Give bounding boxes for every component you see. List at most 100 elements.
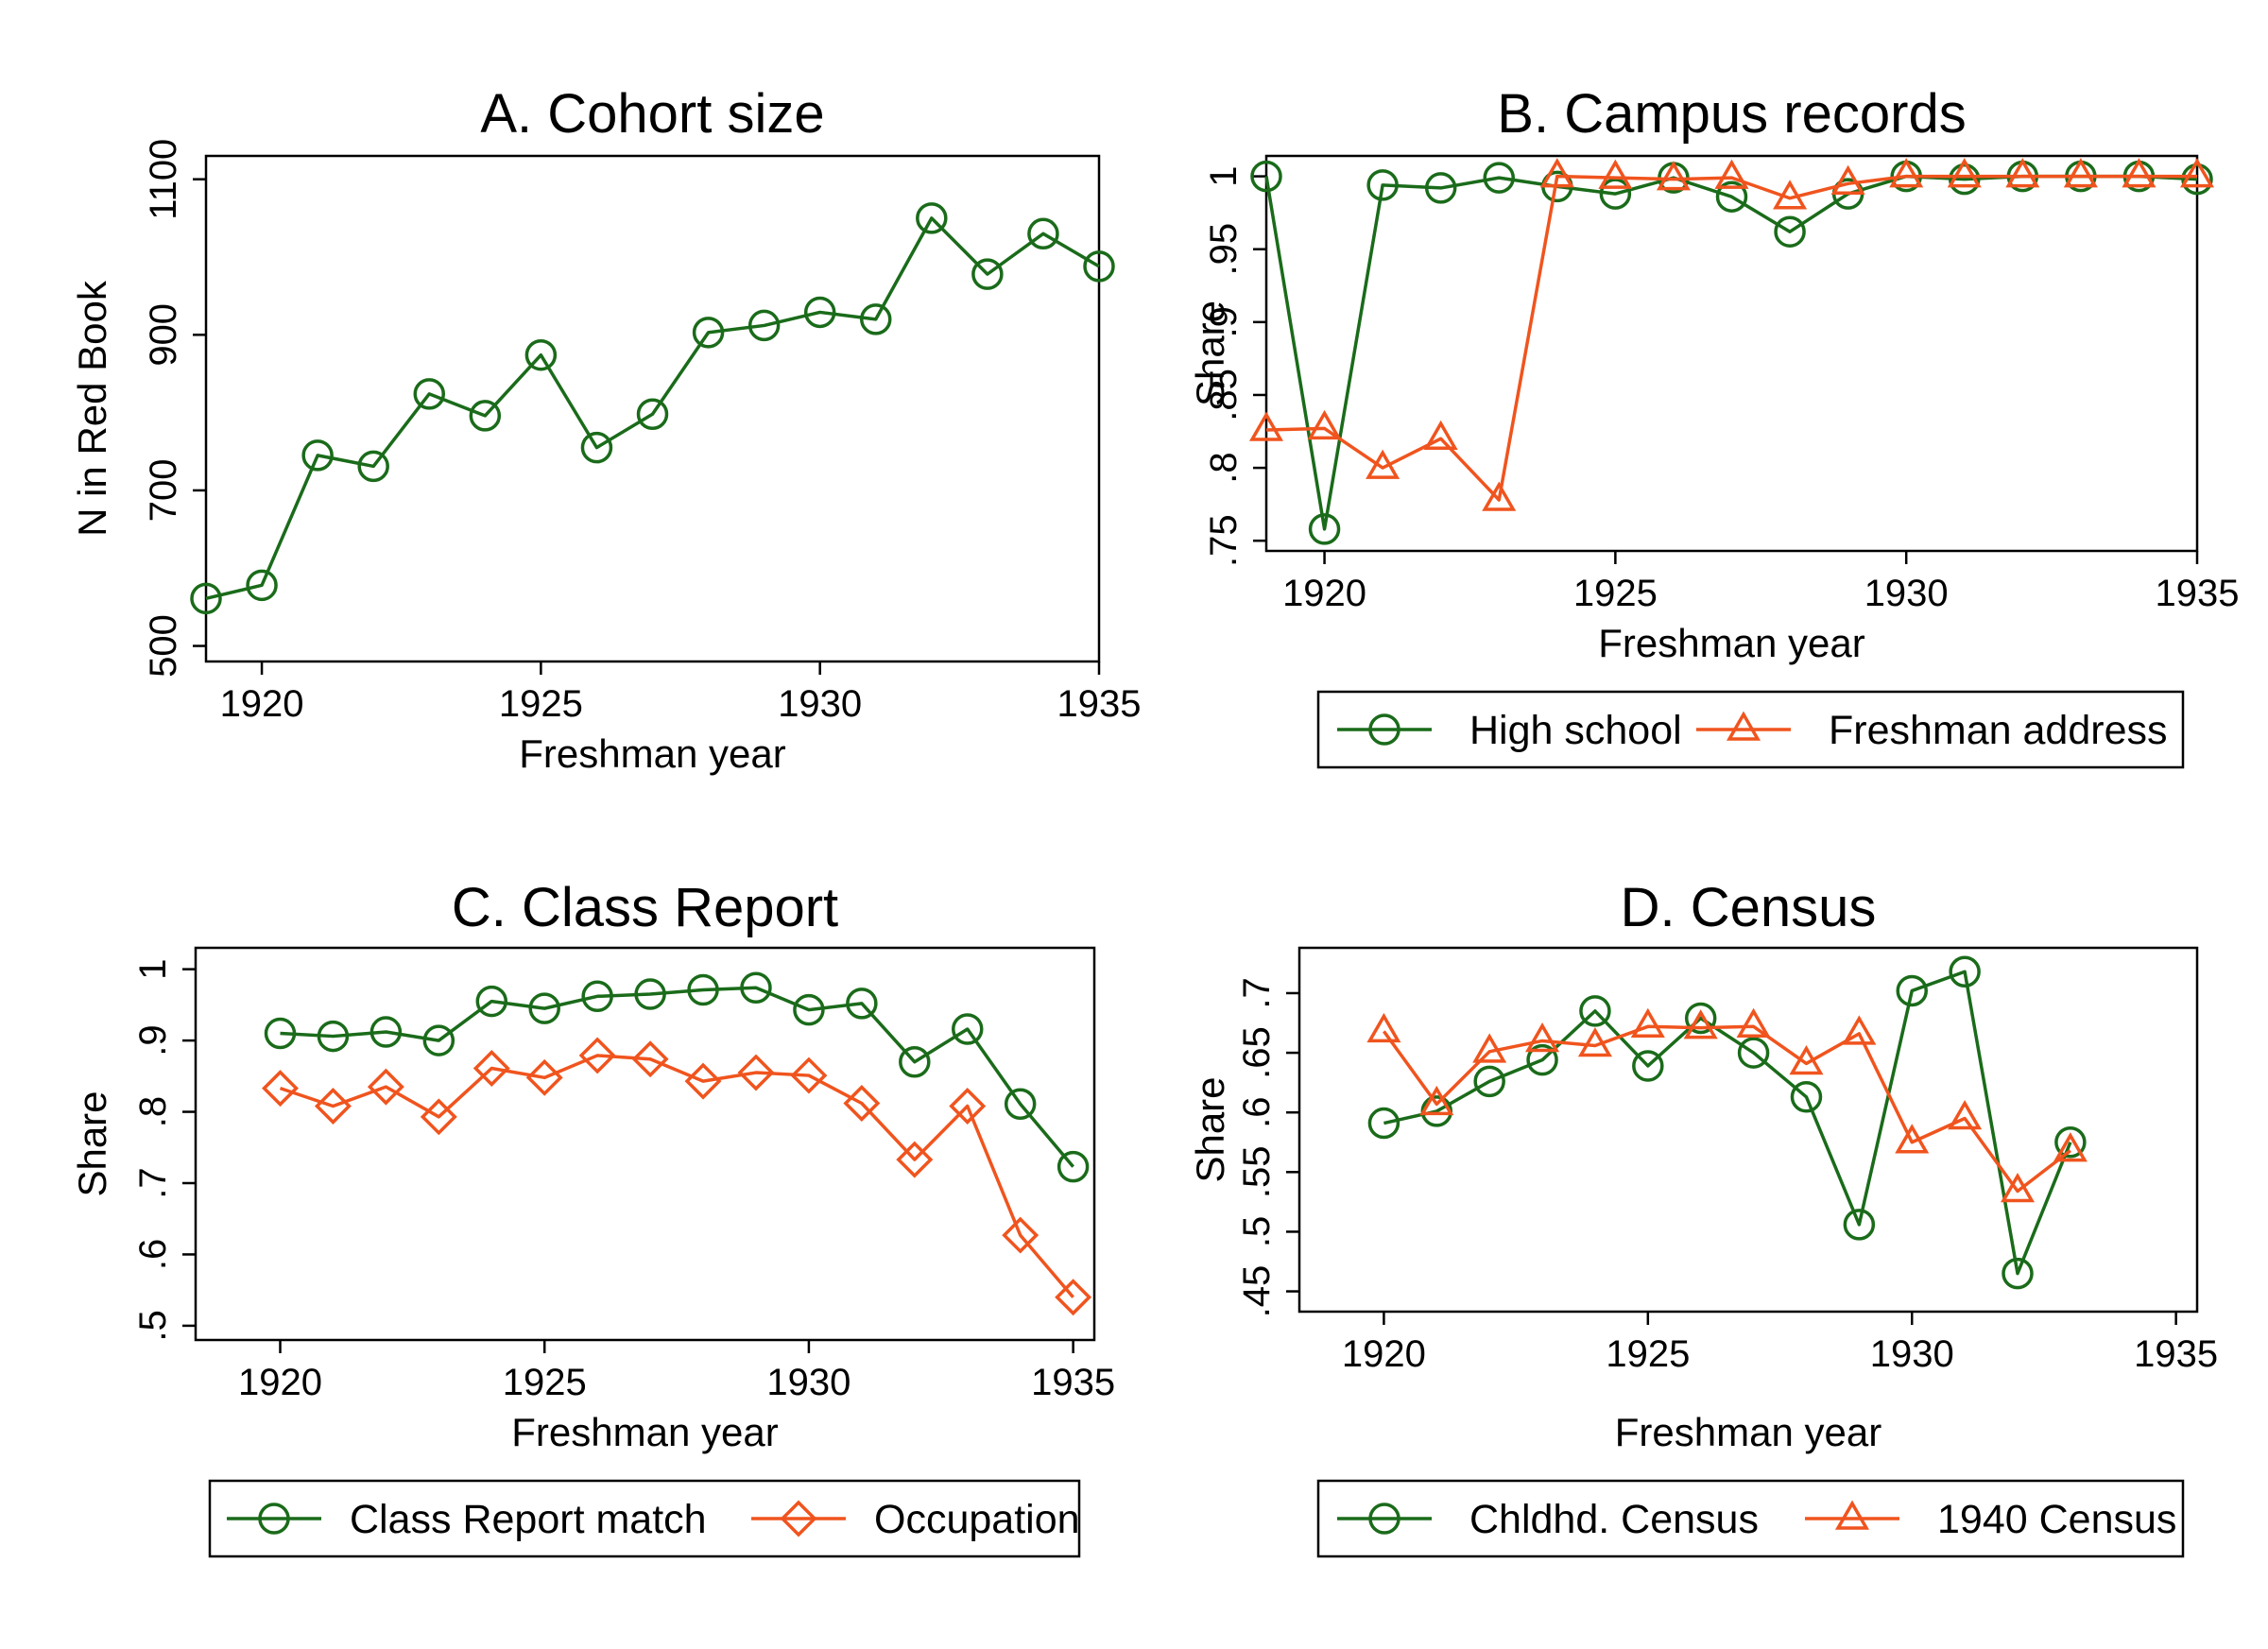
panel-b-data-point [1947, 158, 1982, 188]
panel-d-xlabel: Freshman year [1615, 1410, 1881, 1454]
panel-b-series-2 [1248, 158, 2215, 511]
panel-a-data-point [692, 317, 725, 349]
panel-d-data-point [1419, 1085, 1454, 1116]
panel-a-ytick-label: 900 [143, 303, 184, 367]
panel-a-series-1 [190, 202, 1115, 615]
panel-a-data-point [413, 378, 445, 410]
panel-d-data-point [1737, 1037, 1770, 1069]
panel-d-data-point [1842, 1015, 1877, 1045]
panel-c-title: C. Class Report [452, 877, 838, 938]
panel-d-legend-label: Chldhd. Census [1469, 1497, 1759, 1542]
panel-b-series-line [1265, 174, 2197, 502]
panel-c-ytick-label: .8 [132, 1096, 174, 1127]
panel-b-data-point [1949, 163, 1981, 196]
panel-c-data-point [581, 980, 613, 1013]
panel-d-data-point [2002, 1257, 2034, 1290]
panel-b-data-point [2122, 158, 2156, 188]
panel-a-data-point [246, 569, 278, 602]
panel-c-data-point [949, 1088, 987, 1125]
panel-d-data-point [1790, 1081, 1823, 1113]
panel-d-series-line [1383, 970, 2072, 1276]
panel-b-xtick-label: 1925 [1573, 573, 1658, 614]
panel-d-data-point [1895, 1124, 1930, 1154]
panel-c-data-point [472, 1050, 510, 1087]
panel-d-data-point [2000, 1173, 2036, 1203]
panel-c-xlabel: Freshman year [511, 1410, 778, 1454]
panel-c-xtick-label: 1935 [1031, 1362, 1115, 1403]
panel-b-title: B. Campus records [1497, 83, 1966, 145]
panel-c-ytick-label: .5 [132, 1310, 174, 1341]
panel-a-data-point [580, 431, 613, 464]
panel-c-legend-label: Class Report match [350, 1497, 707, 1542]
panel-b-xlabel: Freshman year [1598, 621, 1864, 665]
panel-d-data-point [1473, 1065, 1505, 1098]
panel-d-data-point [2054, 1126, 2087, 1159]
panel-b-data-point [1366, 449, 1400, 479]
panel-b-data-point [2181, 163, 2213, 196]
panel-c-data-point [314, 1088, 352, 1125]
panel-c-data-point [899, 1045, 931, 1078]
panel-c-data-point [684, 1062, 722, 1100]
panel-b-data-point [1482, 481, 1517, 511]
panel-a-data-point [357, 450, 389, 483]
panel-d-ytick-label: .55 [1236, 1146, 1278, 1199]
panel-d-series-2 [1366, 1007, 2088, 1203]
panel-a-data-point [1027, 217, 1059, 250]
panel-c-data-point [369, 1016, 403, 1048]
panel-b-xtick-label: 1935 [2156, 573, 2240, 614]
panel-d-data-point [1896, 974, 1928, 1007]
panel-a-data-point [860, 303, 892, 335]
panel-d-data-point [1789, 1044, 1824, 1075]
panel-a-xtick-label: 1930 [778, 683, 862, 725]
panel-d-legend: Chldhd. Census 1940 Census [1316, 1479, 2185, 1558]
panel-b-data-point [1715, 180, 1748, 213]
panel-d-title: D. Census [1621, 877, 1877, 938]
panel-b-data-point [1774, 215, 1806, 248]
panel-b-xtick-label: 1930 [1864, 573, 1949, 614]
panel-c-legend-box [208, 1479, 1081, 1558]
panel-b-legend-key-marker [1368, 713, 1400, 746]
panel-b-data-point [1483, 162, 1515, 194]
panel-c-plot-area [194, 946, 1096, 1342]
panel-a-ytick-label: 700 [143, 459, 184, 523]
panel-c-xtick-label: 1925 [503, 1362, 587, 1403]
panel-a-data-point [747, 309, 781, 342]
panel-b-legend: High school Freshman address [1316, 690, 2185, 769]
panel-d-ylabel: Share [1188, 1076, 1232, 1182]
panel-c-data-point [843, 1085, 881, 1122]
panel-d-ytick-label: .65 [1236, 1026, 1278, 1079]
panel-c-data-point [634, 978, 666, 1010]
panel-b-ytick-label: .8 [1203, 452, 1245, 483]
panel-c-xtick-label: 1930 [766, 1362, 850, 1403]
panel-a: A. Cohort size 1920 1925 1930 1935 500 700 900 1… [70, 83, 1141, 776]
panel-c-legend: Class Report match Occupation [208, 1479, 1081, 1558]
panel-a-data-point [524, 338, 558, 371]
panel-b-data-point [1424, 172, 1457, 204]
panel-d-series-1 [1367, 955, 2087, 1290]
panel-d-data-point [1366, 1012, 1401, 1043]
panel-a-data-point [190, 582, 222, 615]
panel-c-data-point [793, 993, 825, 1026]
panel-b-legend-label: Freshman address [1829, 708, 2168, 753]
panel-b-data-point [1889, 158, 1924, 188]
panel-c-ylabel: Share [70, 1091, 114, 1196]
panel-d-plot-area [1297, 946, 2199, 1314]
panel-b-data-point [1714, 159, 1749, 189]
panel-d-xtick-label: 1925 [1606, 1333, 1690, 1375]
panel-d-data-point [1577, 1027, 1612, 1057]
panel-b-plot-area [1264, 154, 2199, 553]
panel-d-data-point [1526, 1043, 1558, 1076]
panel-b-data-point [1423, 420, 1458, 450]
panel-d: D. Census 1920 1925 1930 1935 .45 .5 .55 .6 .65 .7… [1188, 877, 2218, 1558]
panel-b-data-point [1598, 159, 1633, 189]
panel-d-xtick-label: 1920 [1342, 1333, 1426, 1375]
panel-d-data-point [2053, 1132, 2088, 1162]
panel-b-data-point [1773, 180, 1808, 210]
panel-c-data-point [317, 1020, 350, 1053]
panel-a-plot-area [204, 154, 1101, 663]
panel-b-data-point [2179, 158, 2215, 188]
panel-c-data-point [262, 1070, 299, 1108]
panel-d-xtick-label: 1935 [2134, 1333, 2218, 1375]
panel-b-ytick-label: .75 [1203, 514, 1245, 567]
